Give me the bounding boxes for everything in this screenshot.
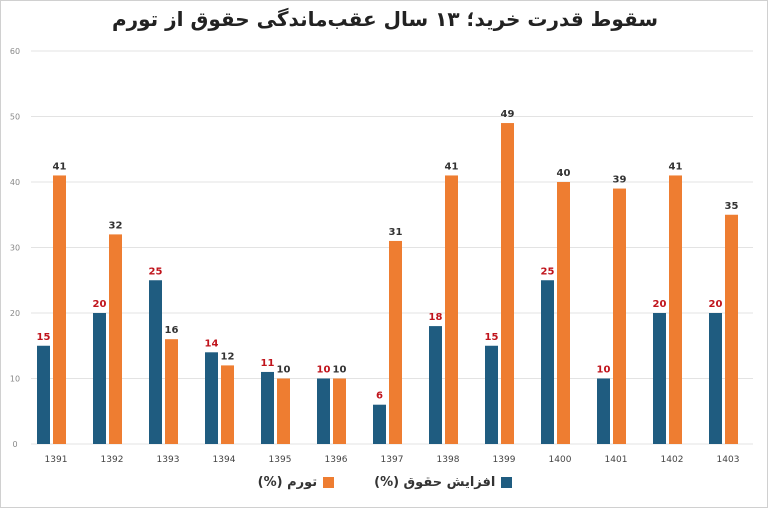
bar-inflation — [221, 365, 234, 444]
y-tick-label: 0 — [12, 440, 17, 449]
bar-salary — [93, 313, 106, 444]
bar-chart: 0 10 20 30 40 50 60 1391 15 41 1392 20 32 1393 25 16 139… — [10, 47, 753, 465]
data-label: 14 — [205, 338, 219, 349]
x-tick-label: 1403 — [717, 455, 740, 465]
data-label: 49 — [501, 109, 515, 120]
data-label: 10 — [597, 365, 611, 376]
bar-salary — [485, 345, 498, 444]
data-label: 6 — [376, 391, 383, 402]
data-label: 15 — [37, 332, 51, 343]
bar-salary — [317, 378, 330, 444]
data-label: 20 — [709, 299, 723, 310]
bar-inflation — [613, 188, 626, 444]
bar-salary — [429, 326, 442, 444]
bar-salary — [149, 280, 162, 444]
data-label: 10 — [277, 365, 291, 376]
chart-title: سقوط قدرت خرید؛ ۱۳ سال عقب‌ماندگی حقوق ا… — [111, 7, 659, 31]
data-label: 18 — [429, 312, 443, 323]
legend-label: افزایش حقوق (%) — [374, 475, 496, 490]
bar-inflation — [389, 240, 402, 444]
data-label: 25 — [541, 266, 555, 277]
bar-inflation — [669, 175, 682, 444]
x-tick-label: 1391 — [45, 455, 68, 465]
y-tick-label: 20 — [10, 309, 20, 318]
bar-salary — [709, 313, 722, 444]
legend-item-salary: افزایش حقوق (%) — [374, 475, 513, 490]
data-label: 35 — [725, 201, 739, 212]
y-tick-label: 10 — [10, 375, 20, 384]
data-label: 32 — [109, 220, 123, 231]
bar-inflation — [165, 339, 178, 444]
x-tick-label: 1392 — [101, 455, 124, 465]
data-label: 41 — [53, 161, 67, 172]
y-tick-label: 60 — [10, 47, 20, 56]
legend-swatch — [323, 477, 335, 488]
x-tick-label: 1400 — [549, 455, 572, 465]
x-tick-label: 1402 — [661, 455, 684, 465]
data-label: 20 — [93, 299, 107, 310]
bar-salary — [261, 371, 274, 444]
x-tick-label: 1395 — [269, 455, 292, 465]
legend-item-inflation: تورم (%) — [257, 475, 335, 490]
x-tick-label: 1396 — [325, 455, 348, 465]
bar-inflation — [53, 175, 66, 444]
bar-inflation — [445, 175, 458, 444]
data-label: 40 — [557, 168, 571, 179]
data-label: 20 — [653, 299, 667, 310]
data-label: 10 — [317, 365, 331, 376]
data-label: 41 — [445, 161, 459, 172]
data-label: 12 — [221, 351, 235, 362]
bar-salary — [205, 352, 218, 444]
bar-inflation — [557, 182, 570, 444]
x-tick-label: 1401 — [605, 455, 628, 465]
y-tick-label: 30 — [10, 244, 20, 253]
x-tick-label: 1393 — [157, 455, 180, 465]
y-tick-label: 50 — [10, 113, 20, 122]
bar-salary — [653, 313, 666, 444]
x-tick-label: 1394 — [213, 455, 236, 465]
data-label: 15 — [485, 332, 499, 343]
bar-inflation — [725, 214, 738, 444]
data-label: 39 — [613, 175, 627, 186]
x-tick-label: 1398 — [437, 455, 460, 465]
data-label: 25 — [149, 266, 163, 277]
bar-salary — [37, 345, 50, 444]
bar-salary — [597, 378, 610, 444]
bar-inflation — [277, 378, 290, 444]
legend-swatch — [501, 477, 513, 488]
bar-salary — [541, 280, 554, 444]
x-tick-label: 1399 — [493, 455, 516, 465]
x-tick-label: 1397 — [381, 455, 404, 465]
data-label: 11 — [261, 358, 275, 369]
data-label: 16 — [165, 325, 179, 336]
y-tick-label: 40 — [10, 178, 20, 187]
data-label: 41 — [669, 161, 683, 172]
bar-inflation — [501, 123, 514, 445]
data-label: 31 — [389, 227, 403, 238]
legend: افزایش حقوق (%) تورم (%) — [1, 475, 768, 490]
bar-salary — [373, 404, 386, 444]
data-label: 10 — [333, 365, 347, 376]
bar-inflation — [333, 378, 346, 444]
bar-inflation — [109, 234, 122, 444]
legend-label: تورم (%) — [257, 475, 318, 490]
